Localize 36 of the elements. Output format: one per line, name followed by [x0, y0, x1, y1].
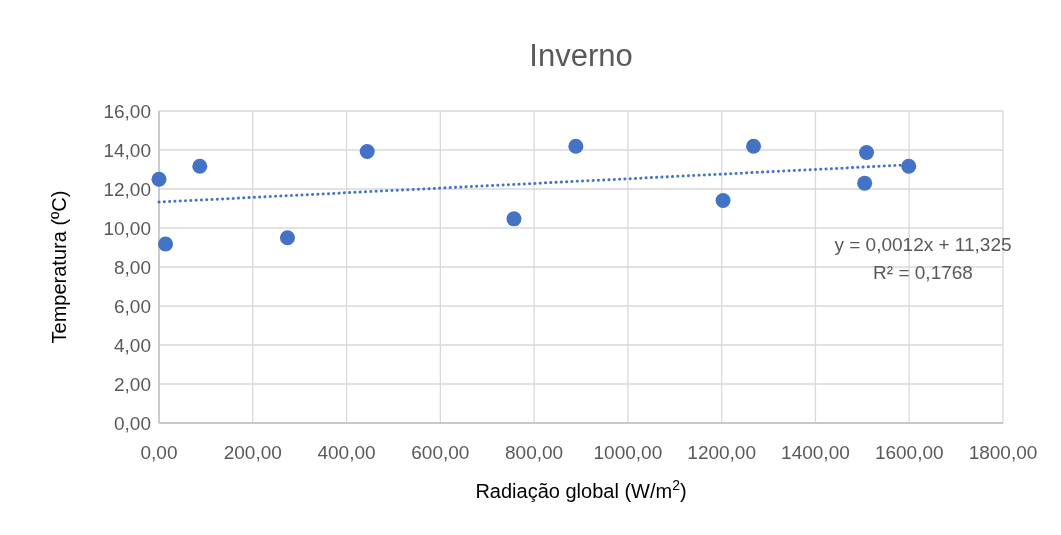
- annotation: y = 0,0012x + 11,325: [834, 234, 1012, 255]
- x-tick-label: 600,00: [411, 442, 470, 463]
- point: [901, 158, 917, 174]
- y-tick-label: 4,00: [114, 335, 151, 356]
- point: [568, 138, 584, 154]
- y-tick-label: 12,00: [103, 179, 151, 200]
- y-tick-label: 16,00: [103, 101, 151, 122]
- annotation: R² = 0,1768: [873, 262, 973, 283]
- x-tick-label: 1800,00: [968, 442, 1038, 463]
- x-tick-label: 800,00: [505, 442, 564, 463]
- y-tick-label: 2,00: [114, 374, 151, 395]
- x-tick-label: 1400,00: [781, 442, 850, 463]
- point: [359, 144, 375, 160]
- y-tick-label: 14,00: [103, 140, 151, 161]
- chart-title: Inverno: [529, 38, 633, 73]
- point: [151, 171, 167, 187]
- x-tick-label: 1000,00: [593, 442, 663, 463]
- point: [506, 211, 522, 227]
- point: [279, 230, 295, 246]
- point: [158, 236, 174, 252]
- y-axis-title: Temperatura (ºC): [48, 190, 70, 344]
- point: [746, 138, 762, 154]
- y-tick-label: 0,00: [114, 413, 151, 434]
- y-tick-label: 6,00: [114, 296, 151, 317]
- point: [192, 158, 208, 174]
- point: [715, 193, 731, 209]
- x-tick-label: 200,00: [223, 442, 282, 463]
- point: [857, 175, 873, 191]
- x-tick-label: 1600,00: [874, 442, 944, 463]
- x-tick-label: 400,00: [317, 442, 376, 463]
- x-tick-label: 1200,00: [687, 442, 757, 463]
- x-tick-label: 0,00: [140, 442, 178, 463]
- y-tick-label: 10,00: [103, 218, 151, 239]
- y-tick-label: 8,00: [114, 257, 151, 278]
- point: [859, 145, 875, 161]
- x-axis-title: Radiação global (W/m$^{2}$): [475, 477, 687, 502]
